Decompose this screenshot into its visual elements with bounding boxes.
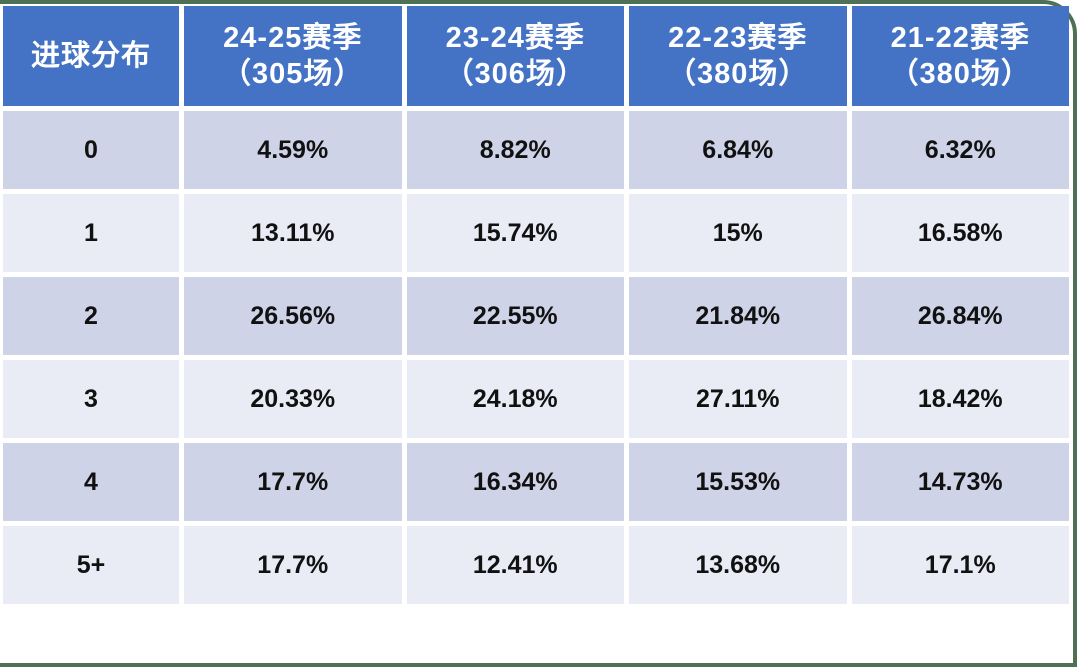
value-cell: 17.1% bbox=[851, 526, 1069, 604]
value-cell: 8.82% bbox=[406, 111, 624, 189]
season-header-22-23: 22-23赛季 （380场） bbox=[629, 6, 847, 106]
value-cell: 22.55% bbox=[406, 277, 624, 355]
value-cell: 12.41% bbox=[406, 526, 624, 604]
row-label-3-goals: 3 bbox=[3, 360, 179, 438]
value-cell: 15.53% bbox=[629, 443, 847, 521]
value-cell: 4.59% bbox=[184, 111, 402, 189]
season-name: 22-23赛季 bbox=[668, 21, 808, 54]
value-cell: 15.74% bbox=[406, 194, 624, 272]
value-cell: 21.84% bbox=[629, 277, 847, 355]
value-cell: 27.11% bbox=[629, 360, 847, 438]
corner-header-label: 进球分布 bbox=[30, 39, 151, 72]
value-cell: 26.56% bbox=[184, 277, 402, 355]
row-label-5plus-goals: 5+ bbox=[3, 526, 179, 604]
value-cell: 16.34% bbox=[406, 443, 624, 521]
season-name: 21-22赛季 bbox=[890, 21, 1030, 54]
value-cell: 15% bbox=[629, 194, 847, 272]
goal-distribution-table: 进球分布 24-25赛季 （305场） 23-24赛季 （306场） 22-23… bbox=[3, 6, 1069, 604]
season-name: 23-24赛季 bbox=[445, 21, 585, 54]
season-matches: （380场） bbox=[667, 58, 809, 90]
season-matches: （306场） bbox=[444, 58, 586, 90]
value-cell: 16.58% bbox=[851, 194, 1069, 272]
season-header-21-22: 21-22赛季 （380场） bbox=[851, 6, 1069, 106]
row-label-4-goals: 4 bbox=[3, 443, 179, 521]
value-cell: 6.32% bbox=[851, 111, 1069, 189]
row-label-0-goals: 0 bbox=[3, 111, 179, 189]
row-label-1-goal: 1 bbox=[3, 194, 179, 272]
value-cell: 17.7% bbox=[184, 443, 402, 521]
value-cell: 14.73% bbox=[851, 443, 1069, 521]
value-cell: 26.84% bbox=[851, 277, 1069, 355]
value-cell: 6.84% bbox=[629, 111, 847, 189]
value-cell: 17.7% bbox=[184, 526, 402, 604]
season-header-24-25: 24-25赛季 （305场） bbox=[184, 6, 402, 106]
corner-header-cell: 进球分布 bbox=[3, 6, 179, 106]
value-cell: 20.33% bbox=[184, 360, 402, 438]
season-matches: （380场） bbox=[889, 58, 1031, 90]
value-cell: 13.68% bbox=[629, 526, 847, 604]
row-label-2-goals: 2 bbox=[3, 277, 179, 355]
value-cell: 18.42% bbox=[851, 360, 1069, 438]
value-cell: 24.18% bbox=[406, 360, 624, 438]
season-matches: （305场） bbox=[222, 58, 364, 90]
season-header-23-24: 23-24赛季 （306场） bbox=[406, 6, 624, 106]
season-name: 24-25赛季 bbox=[223, 21, 363, 54]
value-cell: 13.11% bbox=[184, 194, 402, 272]
